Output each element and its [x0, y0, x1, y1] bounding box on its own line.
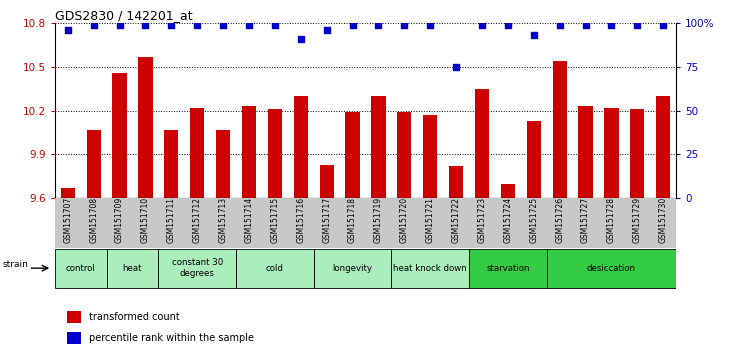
- Point: [502, 22, 514, 28]
- Bar: [61, 188, 75, 198]
- Text: heat: heat: [123, 264, 143, 273]
- Bar: [656, 96, 670, 198]
- Bar: [86, 130, 101, 198]
- Text: starvation: starvation: [486, 264, 530, 273]
- Bar: [319, 165, 334, 198]
- Point: [217, 22, 229, 28]
- Text: percentile rank within the sample: percentile rank within the sample: [89, 332, 254, 343]
- Point: [295, 36, 306, 42]
- Bar: [630, 109, 645, 198]
- Text: cold: cold: [266, 264, 284, 273]
- Point: [425, 22, 436, 28]
- Point: [62, 27, 74, 33]
- Bar: [242, 106, 256, 198]
- Bar: [397, 112, 412, 198]
- Point: [554, 22, 566, 28]
- Text: GDS2830 / 142201_at: GDS2830 / 142201_at: [55, 9, 192, 22]
- Point: [321, 27, 333, 33]
- Bar: [294, 96, 308, 198]
- Point: [528, 33, 539, 38]
- Point: [165, 22, 177, 28]
- Bar: [449, 166, 463, 198]
- Point: [114, 22, 126, 28]
- Bar: [113, 73, 126, 198]
- Bar: [346, 112, 360, 198]
- Bar: [67, 332, 81, 343]
- Bar: [371, 96, 385, 198]
- FancyBboxPatch shape: [469, 249, 547, 288]
- Bar: [216, 130, 230, 198]
- FancyBboxPatch shape: [55, 249, 107, 288]
- Point: [398, 22, 410, 28]
- Bar: [138, 57, 153, 198]
- Point: [88, 22, 99, 28]
- Bar: [423, 115, 437, 198]
- Point: [605, 22, 617, 28]
- Text: longevity: longevity: [333, 264, 373, 273]
- FancyBboxPatch shape: [314, 249, 391, 288]
- Text: heat knock down: heat knock down: [393, 264, 467, 273]
- FancyBboxPatch shape: [547, 249, 676, 288]
- Point: [450, 64, 462, 70]
- Text: strain: strain: [3, 261, 29, 269]
- Point: [580, 22, 591, 28]
- Bar: [268, 109, 282, 198]
- Text: control: control: [66, 264, 96, 273]
- Point: [192, 22, 203, 28]
- Text: transformed count: transformed count: [89, 312, 180, 322]
- Bar: [605, 108, 618, 198]
- Point: [476, 22, 488, 28]
- Bar: [475, 89, 489, 198]
- FancyBboxPatch shape: [159, 249, 236, 288]
- Point: [632, 22, 643, 28]
- Point: [657, 22, 669, 28]
- Text: constant 30
degrees: constant 30 degrees: [172, 258, 223, 278]
- Bar: [578, 106, 593, 198]
- Point: [269, 22, 281, 28]
- Bar: [164, 130, 178, 198]
- Point: [346, 22, 358, 28]
- Bar: [553, 61, 567, 198]
- Bar: [501, 184, 515, 198]
- Point: [243, 22, 255, 28]
- Text: desiccation: desiccation: [587, 264, 636, 273]
- FancyBboxPatch shape: [391, 249, 469, 288]
- Bar: [526, 121, 541, 198]
- Bar: [190, 108, 205, 198]
- Point: [373, 22, 385, 28]
- Point: [140, 22, 151, 28]
- FancyBboxPatch shape: [107, 249, 159, 288]
- FancyBboxPatch shape: [236, 249, 314, 288]
- Bar: [67, 312, 81, 323]
